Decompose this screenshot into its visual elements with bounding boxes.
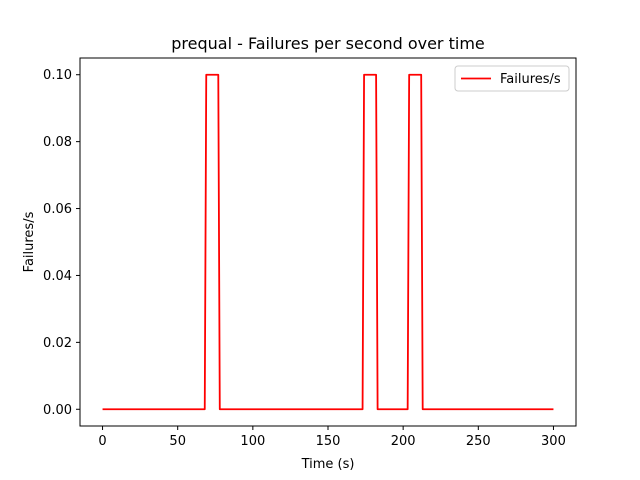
x-tick-label: 200 [391, 434, 416, 449]
plot-area [102, 73, 554, 411]
x-axis-title: Time (s) [301, 457, 355, 472]
legend: Failures/s [454, 65, 570, 92]
x-tick-label: 100 [240, 434, 265, 449]
legend-box [454, 65, 570, 92]
chart-title: prequal - Failures per second over time [171, 34, 485, 53]
x-tick-label: 50 [169, 434, 186, 449]
y-tick-label: 0.04 [43, 269, 72, 284]
y-tick-label: 0.02 [43, 336, 72, 351]
x-tick-label: 250 [466, 434, 491, 449]
x-tick-label: 0 [98, 434, 106, 449]
axes-frame [79, 57, 577, 427]
axes: 0 50 100 150 200 250 300 0.00 0.02 0.04 0.06 0.08 0.… [43, 57, 577, 449]
x-tick-label: 150 [316, 434, 341, 449]
y-tick-label: 0.10 [43, 68, 72, 83]
x-tick-label: 300 [541, 434, 566, 449]
y-tick-label: 0.08 [43, 135, 72, 150]
legend-label: Failures/s [500, 72, 561, 87]
series-line-0 [102, 73, 554, 411]
y-tick-label: 0.06 [43, 202, 72, 217]
y-axis-title: Failures/s [22, 211, 37, 272]
y-tick-label: 0.00 [43, 403, 72, 418]
